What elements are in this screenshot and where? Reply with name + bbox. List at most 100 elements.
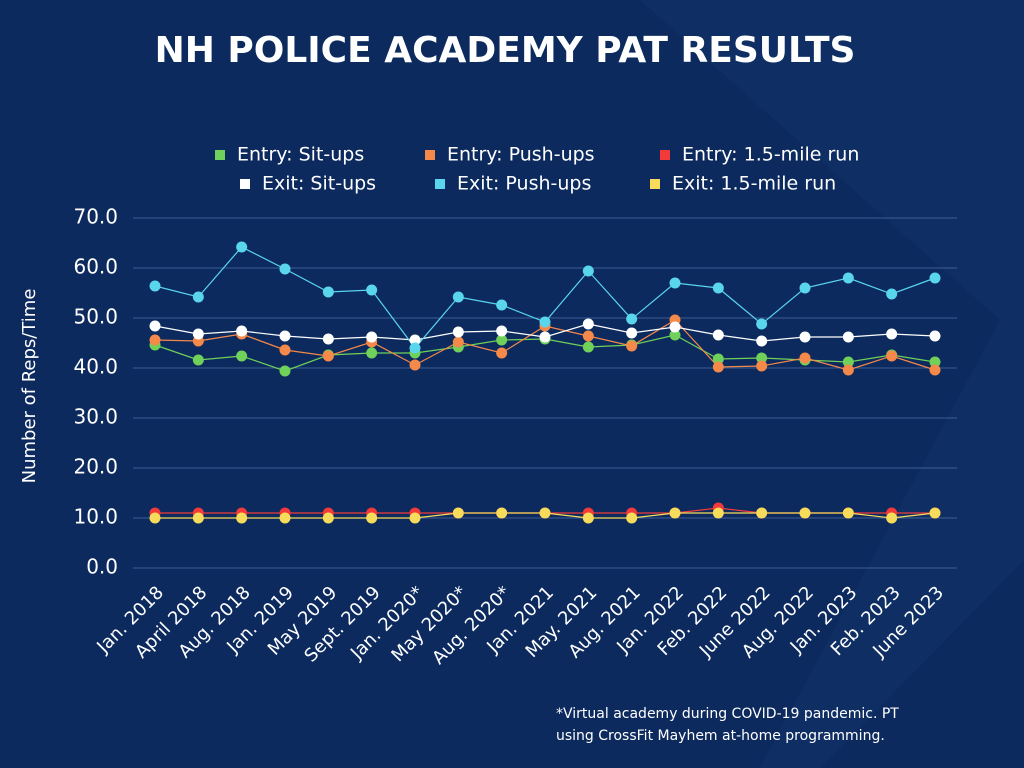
data-point <box>799 352 811 364</box>
data-point <box>929 330 941 342</box>
data-point <box>236 241 248 253</box>
legend-label: Entry: Sit-ups <box>237 144 364 166</box>
data-point <box>366 347 378 359</box>
data-point <box>756 352 768 364</box>
data-point <box>192 512 204 524</box>
legend-swatch <box>215 150 225 160</box>
data-point <box>756 507 768 519</box>
data-point <box>192 354 204 366</box>
data-point <box>452 326 464 338</box>
data-point <box>712 329 724 341</box>
data-point <box>236 325 248 337</box>
data-point <box>669 329 681 341</box>
y-tick-label: 10.0 <box>73 505 118 529</box>
data-point <box>322 286 334 298</box>
annotation: *Virtual academy during COVID-19 pandemi… <box>556 706 899 722</box>
y-tick-label: 20.0 <box>73 455 118 479</box>
legend-swatch <box>240 179 250 189</box>
data-point <box>669 507 681 519</box>
legend-label: Entry: Push-ups <box>447 144 595 166</box>
data-point <box>236 512 248 524</box>
legend-label: Exit: Push-ups <box>457 173 591 195</box>
data-point <box>366 284 378 296</box>
legend-swatch <box>425 150 435 160</box>
data-point <box>322 333 334 345</box>
data-point <box>236 350 248 362</box>
data-point <box>366 512 378 524</box>
chart-title: NH POLICE ACADEMY PAT RESULTS <box>155 30 856 71</box>
data-point <box>279 512 291 524</box>
data-point <box>756 360 768 372</box>
data-point <box>626 340 638 352</box>
data-point <box>886 350 898 362</box>
data-point <box>496 347 508 359</box>
data-point <box>842 331 854 343</box>
y-tick-label: 60.0 <box>73 255 118 279</box>
y-axis-label: Number of Reps/Time <box>19 289 40 484</box>
data-point <box>366 331 378 343</box>
data-point <box>409 342 421 354</box>
legend-label: Exit: 1.5-mile run <box>672 173 836 195</box>
data-point <box>756 335 768 347</box>
data-point <box>582 512 594 524</box>
data-point <box>279 365 291 377</box>
data-point <box>929 507 941 519</box>
data-point <box>149 320 161 332</box>
data-point <box>496 507 508 519</box>
data-point <box>756 318 768 330</box>
legend-swatch <box>650 179 660 189</box>
data-point <box>496 334 508 346</box>
y-tick-label: 70.0 <box>73 205 118 229</box>
data-point <box>149 512 161 524</box>
data-point <box>929 364 941 376</box>
y-tick-label: 0.0 <box>86 555 118 579</box>
data-point <box>409 334 421 346</box>
data-point <box>539 331 551 343</box>
data-point <box>626 313 638 325</box>
data-point <box>929 356 941 368</box>
data-point <box>192 328 204 340</box>
data-point <box>452 291 464 303</box>
data-point <box>279 344 291 356</box>
data-point <box>712 507 724 519</box>
data-point <box>626 512 638 524</box>
data-point <box>582 318 594 330</box>
data-point <box>149 280 161 292</box>
legend-label: Entry: 1.5-mile run <box>682 144 859 166</box>
data-point <box>452 507 464 519</box>
data-point <box>669 277 681 289</box>
data-point <box>582 265 594 277</box>
y-tick-label: 50.0 <box>73 305 118 329</box>
data-point <box>322 512 334 524</box>
decor <box>640 0 1024 768</box>
data-point <box>452 336 464 348</box>
data-point <box>712 353 724 365</box>
data-point <box>799 507 811 519</box>
data-point <box>582 341 594 353</box>
data-point <box>799 331 811 343</box>
data-point <box>496 299 508 311</box>
data-point <box>496 325 508 337</box>
legend-swatch <box>660 150 670 160</box>
data-point <box>582 330 594 342</box>
data-point <box>149 334 161 346</box>
data-point <box>539 316 551 328</box>
data-point <box>539 507 551 519</box>
data-point <box>322 350 334 362</box>
legend-swatch <box>435 179 445 189</box>
data-point <box>279 330 291 342</box>
data-point <box>712 361 724 373</box>
data-point <box>842 356 854 368</box>
data-point <box>192 291 204 303</box>
annotation: using CrossFit Mayhem at-home programmin… <box>556 728 885 744</box>
data-point <box>669 321 681 333</box>
data-point <box>886 328 898 340</box>
y-tick-label: 40.0 <box>73 355 118 379</box>
data-point <box>712 282 724 294</box>
data-point <box>886 512 898 524</box>
y-tick-label: 30.0 <box>73 405 118 429</box>
data-point <box>626 327 638 339</box>
data-point <box>799 282 811 294</box>
